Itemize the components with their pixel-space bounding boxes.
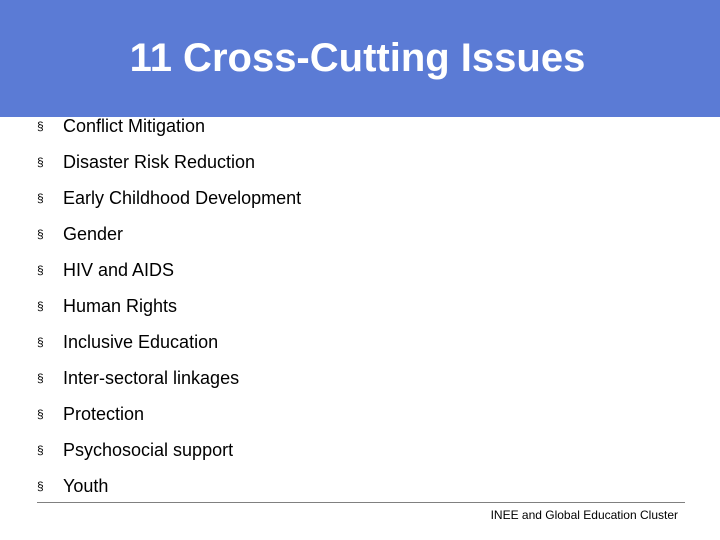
bullet-marker-icon: § (37, 299, 44, 313)
bullet-text: Protection (63, 404, 145, 424)
bullet-item: § Early Childhood Development (37, 185, 301, 211)
bullet-marker-icon: § (37, 227, 44, 241)
bullet-text: Gender (63, 224, 124, 244)
bullet-text: HIV and AIDS (63, 260, 175, 280)
bullet-marker-icon: § (37, 263, 44, 277)
footer-divider (37, 502, 685, 503)
bullet-marker-icon: § (37, 119, 44, 133)
bullet-text: Inter-sectoral linkages (63, 368, 240, 388)
bullet-marker-icon: § (37, 371, 44, 385)
bullet-item: § Disaster Risk Reduction (37, 149, 255, 175)
slide-title: 11 Cross-Cutting Issues (129, 36, 586, 80)
bullet-item: § Youth (37, 473, 108, 499)
bullet-marker-icon: § (37, 155, 44, 169)
bullet-marker-icon: § (37, 191, 44, 205)
bullet-marker-icon: § (37, 407, 44, 421)
footer-attribution: INEE and Global Education Cluster (490, 508, 678, 522)
bullet-item: § Protection (37, 401, 144, 427)
bullet-marker-icon: § (37, 443, 44, 457)
bullet-item: § Human Rights (37, 293, 177, 319)
bullet-item: § Gender (37, 221, 123, 247)
title-bar (0, 0, 720, 117)
bullet-text: Early Childhood Development (63, 188, 302, 208)
bullet-text: Human Rights (63, 296, 178, 316)
bullet-item: § Psychosocial support (37, 437, 233, 463)
bullet-marker-icon: § (37, 479, 44, 493)
bullet-item: § Inter-sectoral linkages (37, 365, 239, 391)
bullet-text: Inclusive Education (63, 332, 219, 352)
bullet-marker-icon: § (37, 335, 44, 349)
bullet-item: § Conflict Mitigation (37, 113, 205, 139)
bullet-text: Psychosocial support (63, 440, 234, 460)
bullet-item: § HIV and AIDS (37, 257, 174, 283)
bullet-text: Conflict Mitigation (63, 116, 206, 136)
bullet-text: Disaster Risk Reduction (63, 152, 256, 172)
bullet-item: § Inclusive Education (37, 329, 218, 355)
bullet-text: Youth (63, 476, 109, 496)
